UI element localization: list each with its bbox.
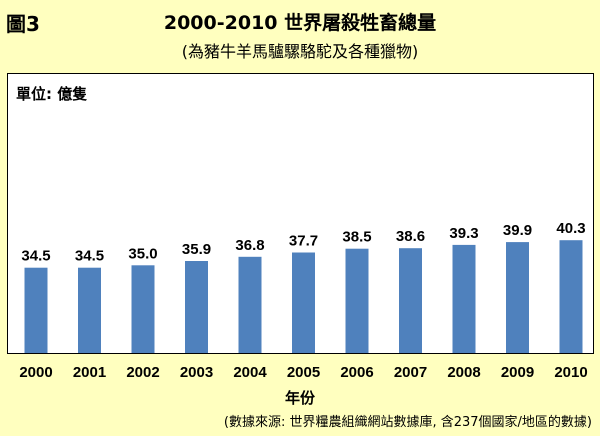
x-tick-label-2006: 2006 bbox=[340, 364, 373, 381]
bar-2008 bbox=[452, 244, 476, 353]
value-label-2010: 40.3 bbox=[556, 220, 585, 237]
bar-2003 bbox=[185, 261, 208, 353]
x-tick-label-2008: 2008 bbox=[447, 364, 480, 381]
value-labels-group: 34.5 34.5 35.0 35.9 36.8 37.7 38.5 38.6 39.3 39.9… bbox=[21, 220, 585, 265]
x-axis-label: 年份 bbox=[284, 389, 315, 407]
chart-title: 2000-2010 世界屠殺牲畜總量 bbox=[163, 12, 437, 34]
bar-2004 bbox=[238, 256, 262, 353]
figure-label: 圖3 bbox=[6, 12, 40, 36]
chart-subtitle: (為豬牛羊馬驢騾駱駝及各種獵物) bbox=[181, 42, 419, 61]
value-label-2008: 39.3 bbox=[449, 225, 478, 242]
value-label-2001: 34.5 bbox=[75, 248, 104, 265]
bar-2000 bbox=[24, 267, 48, 353]
bar-2005 bbox=[292, 252, 315, 353]
bar-2001 bbox=[78, 267, 101, 353]
bar-2002 bbox=[131, 265, 155, 353]
value-label-2002: 35.0 bbox=[128, 245, 157, 262]
value-label-2007: 38.6 bbox=[396, 228, 425, 245]
bar-2006 bbox=[345, 248, 369, 353]
x-tick-label-2004: 2004 bbox=[233, 364, 267, 381]
value-label-2003: 35.9 bbox=[182, 241, 211, 258]
bars-group bbox=[24, 240, 583, 353]
bar-2009 bbox=[506, 242, 529, 353]
value-label-2005: 37.7 bbox=[289, 233, 318, 250]
value-label-2004: 36.8 bbox=[235, 237, 264, 254]
x-tick-label-2007: 2007 bbox=[394, 364, 427, 381]
source-note: (數據來源: 世界糧農組織網站數據庫, 含237個國家/地區的數據) bbox=[223, 415, 592, 430]
x-tick-label-2005: 2005 bbox=[287, 364, 320, 381]
x-tick-label-2001: 2001 bbox=[73, 364, 106, 381]
x-tick-label-2003: 2003 bbox=[180, 364, 213, 381]
x-tick-label-2009: 2009 bbox=[501, 364, 534, 381]
x-tick-label-2000: 2000 bbox=[19, 364, 52, 381]
unit-label: 單位: 億隻 bbox=[16, 85, 88, 103]
value-label-2006: 38.5 bbox=[342, 229, 371, 246]
x-tick-label-2002: 2002 bbox=[126, 364, 159, 381]
value-label-2009: 39.9 bbox=[503, 222, 532, 239]
x-tick-label-2010: 2010 bbox=[554, 364, 587, 381]
bar-2007 bbox=[399, 248, 422, 353]
x-tick-labels-group: 2000 2001 2002 2003 2004 2005 2006 2007 2008 2009… bbox=[19, 364, 587, 381]
bar-2010 bbox=[559, 240, 583, 353]
value-label-2000: 34.5 bbox=[21, 248, 50, 265]
